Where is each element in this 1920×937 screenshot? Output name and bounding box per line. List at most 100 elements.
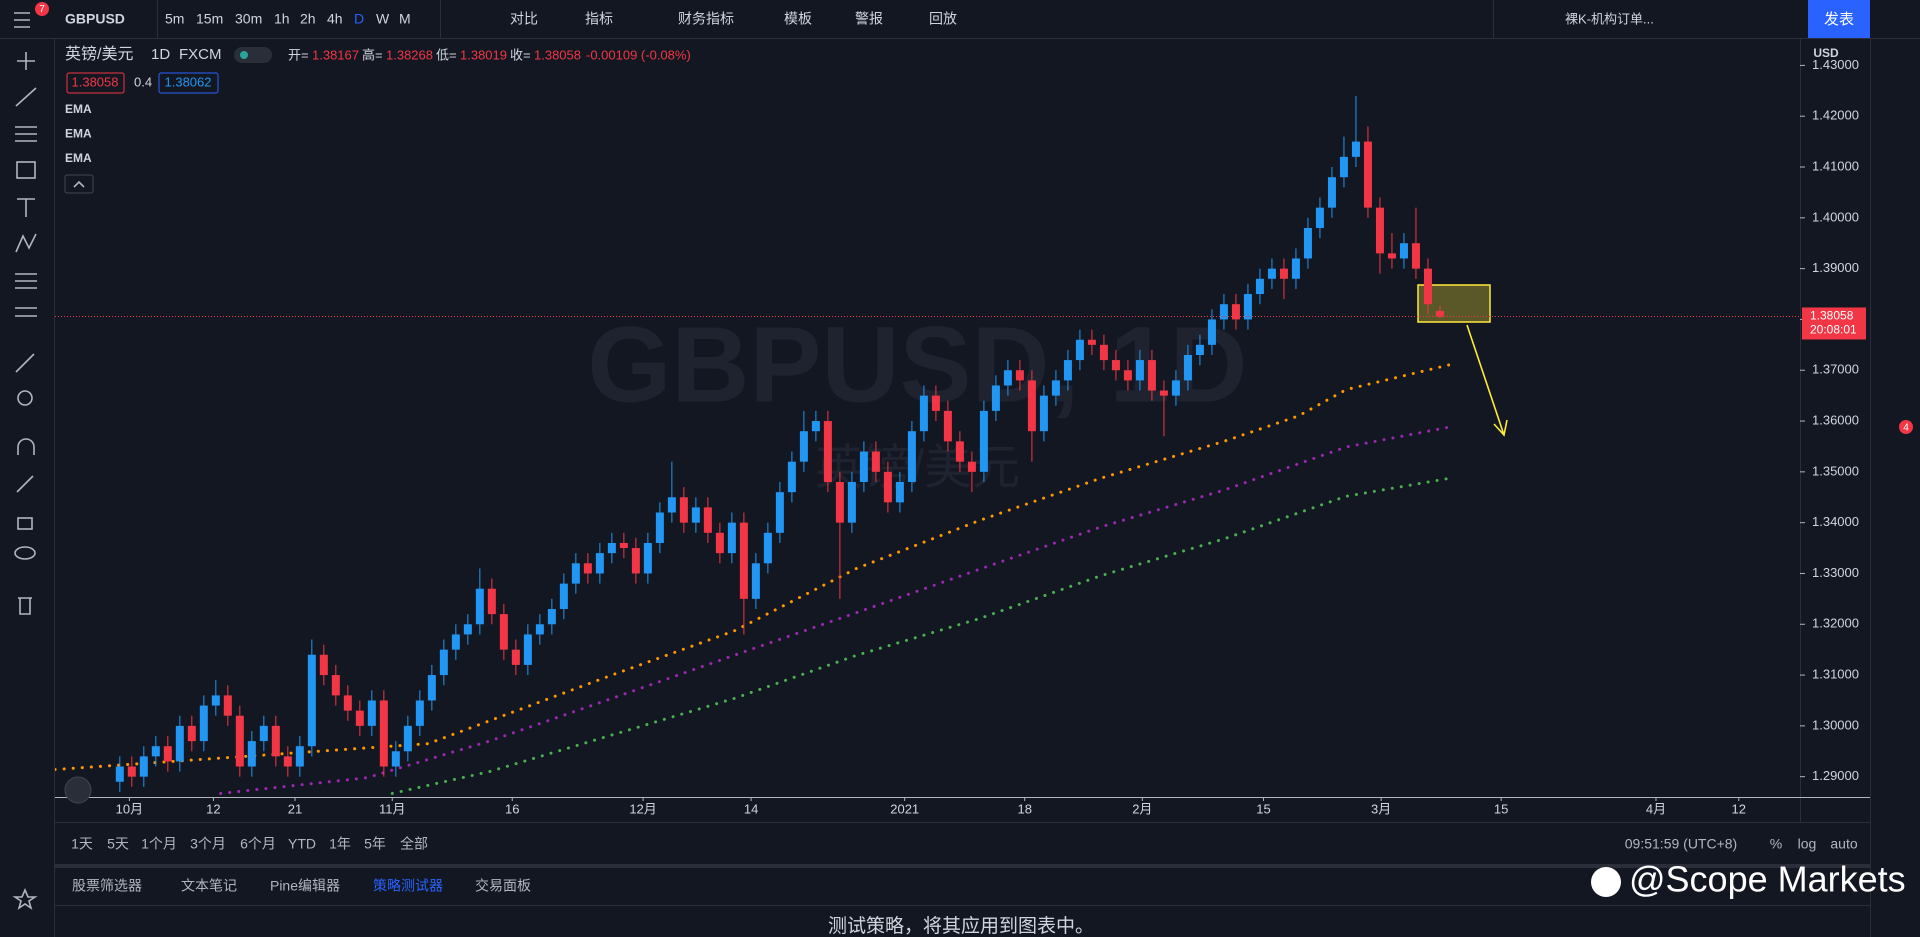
ohlc-value: 1.38019 [460,47,507,62]
candle-body [1039,395,1048,432]
prediction-tool[interactable] [15,273,37,289]
range-button[interactable]: 3个月 [190,836,226,852]
candle-body [1291,258,1300,279]
y-tick-label: 1.40000 [1812,209,1859,224]
interval[interactable]: 2h [300,11,316,27]
x-tick-label: 16 [505,801,519,816]
range-button[interactable]: 1天 [71,836,93,852]
x-tick-label: 12 [206,801,220,816]
candle-body [1171,380,1180,396]
candle-body [511,649,520,665]
logo [64,776,92,804]
range-button[interactable]: 1年 [329,836,351,852]
text-tool[interactable] [17,198,35,217]
candle-body [1303,227,1312,259]
panel-tab[interactable]: 策略测试器 [373,878,443,894]
zoom-tool[interactable] [17,390,33,406]
scale-button[interactable]: auto [1830,836,1857,852]
toolbar-button[interactable]: 财务指标 [678,11,734,27]
lock-tool[interactable] [17,517,33,530]
range-button[interactable]: 1个月 [141,836,177,852]
scale-button[interactable]: % [1770,836,1782,852]
range-button[interactable]: 5天 [107,836,129,852]
candle-body [187,725,196,742]
y-tick-label: 1.29000 [1812,768,1859,783]
interval[interactable]: 4h [327,11,343,27]
layout-name[interactable]: 裸K-机构订单... [1565,11,1654,26]
interval[interactable]: 1h [274,11,290,27]
icon-tool[interactable] [15,307,37,317]
y-tick-label: 1.35000 [1812,463,1859,478]
candle-body [1423,268,1432,305]
panel-message: 测试策略，将其应用到图表中。 [828,915,1094,937]
candle-body [307,654,316,747]
ohlc-change: -0.00109 (-0.08%) [586,47,691,62]
visibility-toggle[interactable] [234,47,272,63]
candle-body [1231,304,1240,320]
panel-tab[interactable]: 股票筛选器 [72,878,142,894]
shape-tool[interactable] [16,161,36,179]
line-tool[interactable] [15,87,37,107]
candle-body [1063,360,1072,381]
ohlc-value: 1.38058 [534,47,581,62]
candle-body [475,588,484,625]
panel-tab[interactable]: 交易面板 [475,878,531,894]
indicator-legend: EMA [65,102,92,116]
candle-body [655,512,664,543]
candle-body [331,675,340,696]
scale-button[interactable]: log [1798,836,1817,852]
toolbar-button[interactable]: 模板 [784,11,812,27]
candle-body [811,421,820,432]
pattern-tool[interactable] [15,233,37,253]
y-tick-label: 1.34000 [1812,514,1859,529]
crosshair-tool[interactable] [17,52,35,70]
interval[interactable]: D [354,11,364,27]
panel-tab[interactable]: Pine编辑器 [270,878,340,894]
candle-body [1003,370,1012,386]
hide-tool[interactable] [14,546,36,560]
x-tick-label: 18 [1017,801,1031,816]
range-button[interactable]: 6个月 [240,836,276,852]
menu-icon [14,12,30,28]
candle-body [691,507,700,523]
currency: USD [1813,46,1839,60]
candle-body [127,766,136,777]
publish-button[interactable] [1808,0,1870,38]
toolbar-button[interactable]: 对比 [510,11,538,27]
candle-body [991,385,1000,411]
menu-button[interactable] [0,0,38,38]
range-button[interactable]: 5年 [364,836,386,852]
interval[interactable]: M [399,11,411,27]
symbol[interactable]: GBPUSD [65,11,125,27]
y-tick-label: 1.36000 [1812,412,1859,427]
interval[interactable]: 5m [165,11,184,27]
candle-body [463,624,472,635]
candle-body [115,766,124,782]
candle-body [967,461,976,472]
favorites[interactable] [12,887,38,910]
candle-body [859,451,868,483]
x-tick-label: 12月 [629,801,656,816]
range-button[interactable]: YTD [288,836,316,852]
toolbar-button[interactable]: 警报 [855,11,883,27]
toolbar-button[interactable]: 指标 [585,11,613,27]
ohlc-label: 开= [288,47,309,62]
delete-tool[interactable] [18,597,32,615]
range-button[interactable]: 全部 [400,836,428,852]
candle-body [607,542,616,554]
interval[interactable]: 30m [235,11,262,27]
ruler-tool[interactable] [15,353,35,373]
interval[interactable]: 15m [196,11,223,27]
fib-tool[interactable] [15,126,37,142]
collapse-button[interactable] [64,174,94,194]
panel-tab[interactable]: 文本笔记 [181,878,237,894]
toolbar-button[interactable]: 回放 [929,11,957,27]
candle-body [1315,207,1324,228]
magnet-tool[interactable] [17,438,35,455]
candle-body [727,522,736,554]
candle-body [1399,243,1408,259]
draw-mode[interactable] [16,475,34,493]
candle-body [1111,360,1120,371]
interval[interactable]: W [376,11,390,27]
